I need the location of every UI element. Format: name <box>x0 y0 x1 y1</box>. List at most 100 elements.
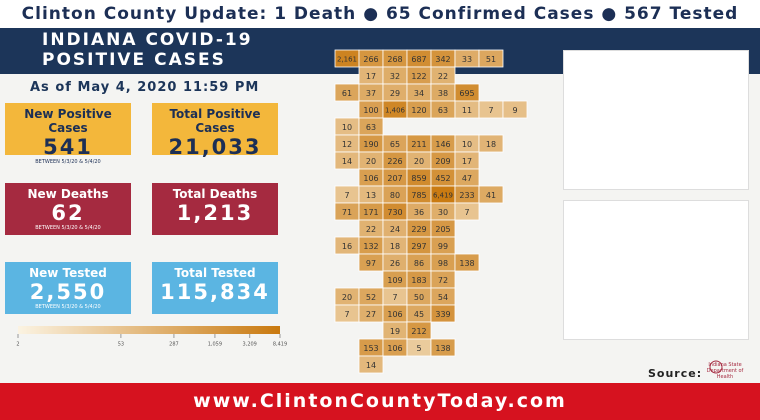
county-count: 785 <box>411 191 426 200</box>
county-count: 211 <box>411 140 426 149</box>
county-count: 20 <box>414 157 424 166</box>
source-label: Source: <box>648 367 703 380</box>
county-count: 45 <box>414 310 424 319</box>
county-count: 10 <box>462 140 472 149</box>
county-count: 29 <box>390 89 400 98</box>
county-count: 171 <box>363 208 378 217</box>
county-count: 54 <box>438 293 448 302</box>
county <box>454 202 480 221</box>
county <box>478 49 504 68</box>
subtitle: INDIANA COVID-19 POSITIVE CASES <box>42 30 253 70</box>
stat-label: Total Deaths <box>172 187 258 201</box>
vent-panel <box>563 200 749 340</box>
stat-value: 2,550 <box>29 280 107 304</box>
county-count: 16 <box>342 242 352 251</box>
source-org: Indiana State Department of Health <box>706 362 744 380</box>
county-count: 80 <box>390 191 400 200</box>
county <box>478 185 504 204</box>
county-count: 190 <box>363 140 378 149</box>
stat-note: BETWEEN 5/3/20 & 5/4/20 <box>35 159 101 165</box>
county-count: 5 <box>416 344 421 353</box>
county-count: 11 <box>462 106 472 115</box>
county-count: 17 <box>462 157 472 166</box>
county-count: 20 <box>366 157 376 166</box>
stat-label: New Positive Cases <box>24 107 112 135</box>
stat-note: BETWEEN 5/3/20 & 5/4/20 <box>35 304 101 310</box>
county-count: 47 <box>462 174 472 183</box>
legend-tick-label: 287 <box>169 342 179 348</box>
county-count: 183 <box>411 276 426 285</box>
county-count: 226 <box>387 157 402 166</box>
county-count: 100 <box>363 106 378 115</box>
county-count: 7 <box>488 106 493 115</box>
county <box>358 355 384 374</box>
county-count: 18 <box>390 242 400 251</box>
county-count: 109 <box>387 276 402 285</box>
stat-value: 115,834 <box>160 280 270 304</box>
county-count: 22 <box>366 225 376 234</box>
stat-box: New Tested 2,550 BETWEEN 5/3/20 & 5/4/20 <box>5 262 131 314</box>
county-count: 207 <box>387 174 402 183</box>
county-count: 22 <box>438 72 448 81</box>
stat-value: 1,213 <box>176 201 254 225</box>
county-count: 132 <box>363 242 378 251</box>
stat-box: New Deaths 62 BETWEEN 5/3/20 & 5/4/20 <box>5 183 131 235</box>
county-count: 27 <box>366 310 376 319</box>
footer: www.ClintonCountyToday.com <box>0 383 760 420</box>
stat-box: Total Positive Cases 21,033 <box>152 103 278 159</box>
county-count: 97 <box>366 259 376 268</box>
county-count: 297 <box>411 242 426 251</box>
county-count: 14 <box>366 361 376 370</box>
url: www.ClintonCountyToday.com <box>193 390 567 412</box>
subtitle-line: INDIANA COVID-19 <box>42 30 253 50</box>
county-count: 18 <box>486 140 496 149</box>
stat-box: New Positive Cases 541 BETWEEN 5/3/20 & 5/… <box>5 103 131 165</box>
county-count: 10 <box>342 123 352 132</box>
county-count: 342 <box>435 55 450 64</box>
stat-value: 21,033 <box>168 135 262 159</box>
county-count: 37 <box>366 89 376 98</box>
legend-tick-label: 2 <box>16 342 19 348</box>
county-count: 13 <box>366 191 376 200</box>
county-count: 106 <box>387 344 402 353</box>
county-count: 9 <box>512 106 517 115</box>
county-count: 859 <box>411 174 426 183</box>
stat-box: Total Deaths 1,213 <box>152 183 278 235</box>
county-count: 17 <box>366 72 376 81</box>
stat-label: New Deaths <box>27 187 109 201</box>
county-count: 50 <box>414 293 424 302</box>
stat-label: New Tested <box>29 266 107 280</box>
county-count: 51 <box>486 55 496 64</box>
county-count: 38 <box>438 89 448 98</box>
stat-label: Total Positive Cases <box>169 107 261 135</box>
county <box>478 134 504 153</box>
stat-note: BETWEEN 5/3/20 & 5/4/20 <box>35 225 101 231</box>
county-count: 32 <box>390 72 400 81</box>
legend-tick-label: 1,059 <box>208 342 222 348</box>
county-count: 106 <box>387 310 402 319</box>
county-count: 146 <box>435 140 450 149</box>
county-count: 61 <box>342 89 352 98</box>
county-count: 209 <box>435 157 450 166</box>
county-count: 36 <box>414 208 424 217</box>
logo <box>709 360 723 374</box>
county-count: 2,161 <box>337 56 357 64</box>
county-count: 138 <box>459 259 474 268</box>
county-count: 122 <box>411 72 426 81</box>
county-count: 98 <box>438 259 448 268</box>
county-count: 20 <box>342 293 352 302</box>
county-count: 63 <box>366 123 376 132</box>
county-count: 63 <box>438 106 448 115</box>
stat-box: Total Tested 115,834 <box>152 262 278 314</box>
county-count: 14 <box>342 157 352 166</box>
county-count: 65 <box>390 140 400 149</box>
county-count: 138 <box>435 344 450 353</box>
county-count: 6,419 <box>433 192 453 200</box>
county-count: 268 <box>387 55 402 64</box>
county-count: 229 <box>411 225 426 234</box>
county <box>430 338 456 357</box>
county-count: 99 <box>438 242 448 251</box>
county-count: 266 <box>363 55 378 64</box>
county-count: 7 <box>464 208 469 217</box>
